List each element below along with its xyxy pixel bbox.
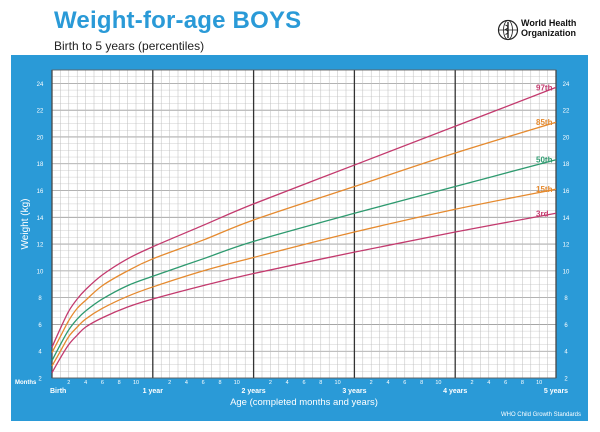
series-label-97th: 97th — [536, 83, 553, 92]
x-year-label: 2 years — [242, 388, 266, 395]
x-year-label: 1 year — [143, 388, 164, 395]
x-axis-title: Age (completed months and years) — [230, 397, 378, 408]
y-tick-label-right: 2 — [564, 377, 568, 383]
series-line-3rd — [51, 212, 557, 373]
x-minor-tick-label: 8 — [118, 380, 121, 386]
y-tick-label-right: 4 — [564, 350, 568, 356]
series-lines: 97th 85th 50th 15th 3rd — [51, 83, 557, 373]
series-label-15th: 15th — [536, 185, 553, 194]
x-minor-tick-label: 8 — [420, 380, 423, 386]
x-minor-tick-label: 10 — [133, 380, 139, 386]
y-tick-label: 22 — [37, 109, 44, 115]
org-line-1: World Health — [521, 18, 577, 28]
grid-lines — [51, 69, 557, 379]
x-minor-tick-label: 6 — [202, 380, 205, 386]
who-globe-icon — [497, 19, 519, 41]
y-tick-label: 4 — [38, 350, 42, 356]
x-minor-tick-label: 2 — [168, 380, 171, 386]
chart-subtitle: Birth to 5 years (percentiles) — [54, 39, 205, 53]
y-tick-label-right: 16 — [563, 189, 570, 195]
series-line-97th — [51, 86, 557, 348]
x-minor-tick-label: 4 — [487, 380, 490, 386]
x-minor-tick-label: 10 — [234, 380, 240, 386]
chart-title: Weight-for-age BOYS — [54, 7, 302, 34]
y-tick-label: 12 — [37, 243, 44, 249]
series-line-85th — [51, 121, 557, 353]
x-minor-tick-label: 2 — [67, 380, 70, 386]
series-line-15th — [51, 188, 557, 367]
y-tick-label: 16 — [37, 189, 44, 195]
x-minor-tick-label: 8 — [521, 380, 524, 386]
x-minor-tick-label: 10 — [536, 380, 542, 386]
x-minor-tick-label: 6 — [302, 380, 305, 386]
x-minor-tick-label: 4 — [185, 380, 188, 386]
who-org-name: World Health Organization — [521, 18, 576, 38]
y-tick-label-right: 10 — [563, 269, 570, 275]
y-tick-label-right: 12 — [563, 243, 570, 249]
x-minor-tick-label: 6 — [101, 380, 104, 386]
series-label-3rd: 3rd — [536, 209, 549, 218]
x-minor-tick-label: 4 — [84, 380, 87, 386]
x-minor-tick-label: 4 — [386, 380, 389, 386]
y-tick-label-right: 20 — [563, 135, 570, 141]
x-minor-tick-label: 2 — [370, 380, 373, 386]
y-tick-label-right: 6 — [564, 323, 568, 329]
x-minor-tick-label: 6 — [504, 380, 507, 386]
plot-border — [51, 69, 557, 379]
x-year-label: Birth — [50, 388, 66, 395]
y-tick-label: 24 — [37, 82, 44, 88]
footer-standards: WHO Child Growth Standards — [501, 412, 581, 418]
x-year-label: 3 years — [342, 388, 366, 395]
y-tick-label: 10 — [37, 269, 44, 275]
y-tick-label: 8 — [38, 296, 42, 302]
series-label-50th: 50th — [536, 156, 553, 165]
x-minor-tick-label: 2 — [269, 380, 272, 386]
x-year-label: 4 years — [443, 388, 467, 395]
series-line-50th — [51, 159, 557, 361]
y-tick-label: 20 — [37, 135, 44, 141]
y-tick-label-right: 18 — [563, 162, 570, 168]
x-minor-tick-label: 6 — [403, 380, 406, 386]
y-tick-label-right: 8 — [564, 296, 568, 302]
x-minor-tick-label: 4 — [286, 380, 289, 386]
y-tick-label: 14 — [37, 216, 44, 222]
x-unit-label: Months — [15, 380, 37, 386]
y-tick-label: 2 — [38, 377, 42, 383]
series-label-85th: 85th — [536, 118, 553, 127]
y-tick-label: 18 — [37, 162, 44, 168]
x-minor-tick-label: 2 — [470, 380, 473, 386]
x-minor-tick-label: 10 — [435, 380, 441, 386]
x-minor-tick-label: 10 — [335, 380, 341, 386]
x-minor-tick-label: 8 — [218, 380, 221, 386]
x-year-label: 5 years — [544, 388, 568, 395]
org-line-2: Organization — [521, 28, 577, 38]
y-axis-title: Weight (kg) — [20, 199, 31, 250]
y-tick-label: 6 — [38, 323, 42, 329]
x-minor-tick-label: 8 — [319, 380, 322, 386]
y-tick-label-right: 22 — [563, 109, 570, 115]
y-tick-label-right: 24 — [563, 82, 570, 88]
y-tick-label-right: 14 — [563, 216, 570, 222]
